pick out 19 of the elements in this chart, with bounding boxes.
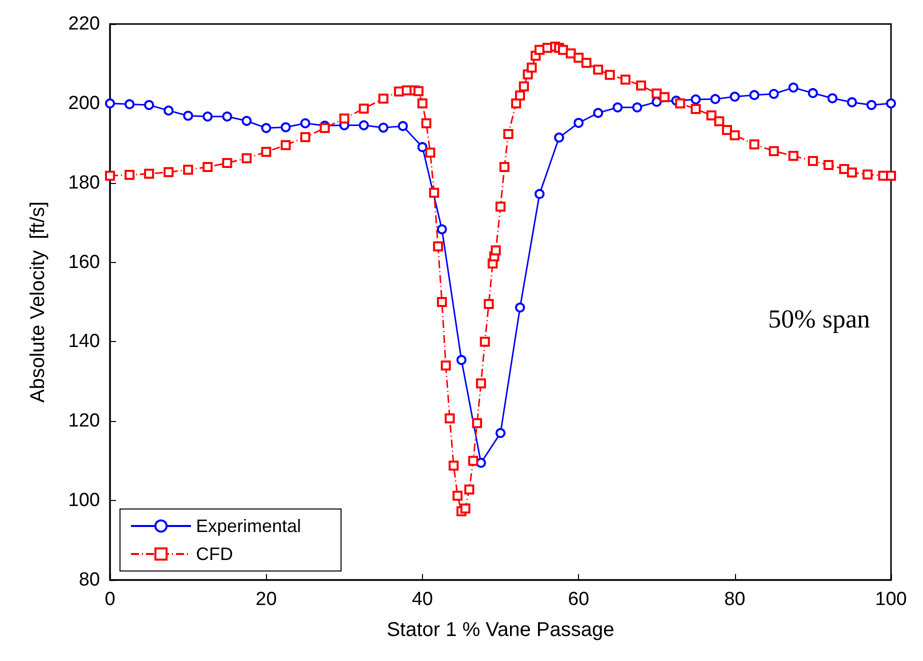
x-tick-label: 100 (875, 589, 907, 610)
legend-label: Experimental (196, 516, 302, 536)
y-tick-label: 140 (68, 331, 100, 352)
y-tick-label: 80 (78, 570, 100, 590)
y-axis-title: Absolute Velocity [ft/s] (27, 201, 49, 403)
y-tick-label: 120 (68, 410, 100, 432)
annotation: 50% span (768, 304, 870, 334)
y-tick-label: 220 (68, 14, 100, 34)
y-tick-label: 100 (68, 490, 100, 512)
legend-label: CFD (196, 544, 233, 564)
y-tick-label: 200 (68, 92, 100, 114)
x-tick-label: 80 (724, 589, 746, 610)
y-tick-label: 180 (68, 172, 100, 194)
x-tick-label: 20 (256, 589, 277, 610)
x-axis-title: Stator 1 % Vane Passage (386, 619, 614, 641)
x-tick-label: 60 (568, 589, 590, 610)
x-tick-label: 40 (412, 589, 433, 610)
y-tick-label: 160 (68, 252, 100, 273)
x-tick-label: 0 (104, 589, 116, 610)
